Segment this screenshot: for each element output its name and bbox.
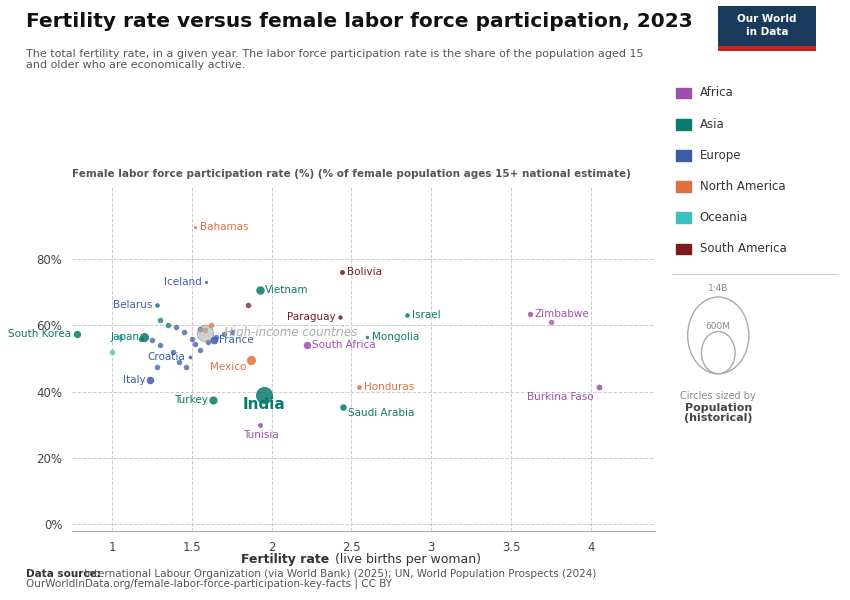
Text: International Labour Organization (via World Bank) (2025); UN, World Population : International Labour Organization (via W… (81, 569, 596, 579)
Text: Female labor force participation rate (%) (% of female population ages 15+ natio: Female labor force participation rate (%… (72, 169, 631, 179)
Point (113, 332, 127, 342)
Text: Belarus: Belarus (113, 301, 152, 310)
Text: Turkey: Turkey (174, 395, 208, 405)
Point (177, 327, 190, 337)
Point (207, 335, 221, 345)
Point (137, 332, 150, 342)
Point (244, 355, 258, 365)
Point (178, 362, 192, 371)
Point (353, 382, 366, 391)
Text: Circles sized by: Circles sized by (680, 391, 756, 401)
Point (134, 334, 148, 343)
Text: Fertility rate: Fertility rate (241, 553, 330, 566)
Text: Croatia: Croatia (148, 352, 185, 362)
Text: Mongolia: Mongolia (372, 332, 419, 342)
Text: Vietnam: Vietnam (265, 286, 309, 295)
Point (150, 362, 163, 371)
Text: Europe: Europe (700, 149, 741, 162)
Point (241, 301, 254, 310)
Point (337, 402, 350, 412)
Point (217, 329, 230, 338)
Point (169, 322, 183, 332)
Text: (historical): (historical) (684, 413, 752, 423)
Text: South America: South America (700, 242, 786, 256)
Text: The total fertility rate, in a given year. The labor force participation rate is: The total fertility rate, in a given yea… (26, 49, 643, 59)
Point (189, 339, 202, 349)
Point (185, 334, 199, 343)
Point (145, 335, 159, 345)
Text: 600M: 600M (706, 322, 731, 331)
Point (204, 320, 218, 330)
Point (150, 301, 163, 310)
Text: and older who are economically active.: and older who are economically active. (26, 60, 245, 70)
Text: Burkina Faso: Burkina Faso (527, 392, 594, 401)
Text: Population: Population (684, 403, 752, 413)
Point (257, 390, 270, 400)
Point (400, 311, 414, 320)
Text: Honduras: Honduras (364, 382, 415, 392)
Point (198, 326, 212, 335)
Point (253, 420, 267, 430)
Point (166, 347, 179, 356)
Text: Mexico: Mexico (210, 362, 246, 372)
Text: Africa: Africa (700, 86, 734, 100)
Point (592, 382, 605, 391)
Point (173, 357, 186, 367)
Text: Paraguay: Paraguay (286, 312, 336, 322)
Text: Italy: Italy (123, 375, 145, 385)
Text: South Africa: South Africa (312, 340, 375, 350)
Point (201, 337, 215, 347)
Text: Israel: Israel (412, 310, 440, 320)
Point (193, 324, 207, 334)
Text: OurWorldInData.org/female-labor-force-participation-key-facts | CC BY: OurWorldInData.org/female-labor-force-pa… (26, 579, 392, 589)
Point (193, 346, 207, 355)
Text: France: France (219, 335, 253, 345)
Point (209, 332, 223, 342)
Text: 1:4B: 1:4B (708, 284, 728, 293)
Text: Zimbabwe: Zimbabwe (535, 309, 590, 319)
Point (71, 329, 84, 338)
Point (184, 352, 197, 362)
Text: Bolivia: Bolivia (347, 267, 382, 277)
Text: South Korea: South Korea (8, 329, 71, 338)
Point (360, 332, 374, 342)
Text: Bahamas: Bahamas (200, 223, 248, 232)
Point (225, 327, 239, 337)
Text: Asia: Asia (700, 118, 724, 131)
Point (105, 347, 119, 356)
Point (253, 286, 267, 295)
Text: Oceania: Oceania (700, 211, 748, 224)
Point (335, 268, 348, 277)
Point (189, 223, 202, 232)
Point (153, 340, 167, 350)
Point (333, 312, 347, 322)
Text: Iceland: Iceland (164, 277, 201, 287)
Text: in Data: in Data (746, 27, 788, 37)
Point (198, 328, 212, 337)
Text: India: India (242, 397, 285, 412)
Text: High-income countries: High-income countries (224, 326, 357, 339)
Text: (live births per woman): (live births per woman) (332, 553, 481, 566)
Text: Tunisia: Tunisia (242, 430, 278, 440)
Point (206, 395, 219, 405)
Point (544, 317, 558, 327)
Point (153, 316, 167, 325)
Point (524, 309, 537, 319)
Point (200, 277, 213, 287)
Point (144, 375, 157, 385)
Point (300, 340, 314, 350)
Text: Saudi Arabia: Saudi Arabia (348, 408, 415, 418)
Text: Japan: Japan (110, 332, 139, 342)
Text: Our World: Our World (737, 14, 796, 23)
Text: Fertility rate versus female labor force participation, 2023: Fertility rate versus female labor force… (26, 12, 692, 31)
Text: North America: North America (700, 180, 785, 193)
Text: Data source:: Data source: (26, 569, 100, 579)
Point (162, 320, 175, 330)
